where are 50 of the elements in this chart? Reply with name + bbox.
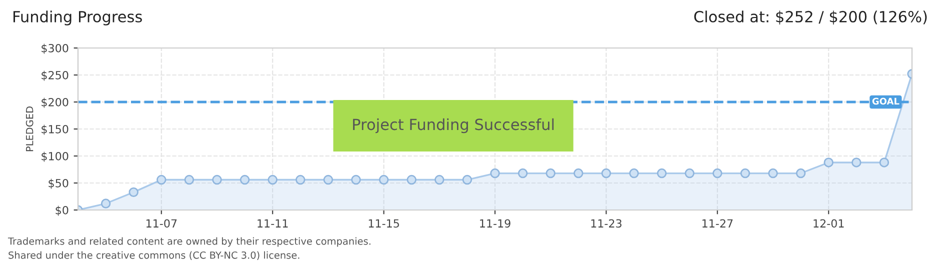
- point: [546, 168, 556, 178]
- text: Trademarks and related content are owned by their respective companies.: [8, 237, 370, 247]
- y-tick-label: $50: [48, 178, 68, 189]
- point: [656, 168, 667, 178]
- chart-title: Funding Progress: [14, 10, 142, 26]
- point: [796, 168, 806, 178]
- annotation: Project Funding Successful: [353, 118, 554, 134]
- point: [712, 168, 722, 178]
- x-tick-label: 11-19: [480, 219, 510, 228]
- point: [128, 187, 138, 198]
- point: [490, 168, 500, 178]
- y-tick-label: $250: [42, 70, 68, 81]
- point: [296, 174, 306, 185]
- point: [212, 174, 222, 185]
- point: [100, 198, 111, 208]
- text: Closed at: $252 / $200 (126%): [694, 10, 927, 24]
- point: [434, 174, 444, 185]
- y-tick-label: $100: [42, 152, 68, 162]
- point: [406, 174, 416, 185]
- point: [184, 174, 194, 185]
- point: [601, 168, 612, 178]
- x-tick-label: 11-27: [702, 219, 733, 228]
- point: [323, 174, 334, 185]
- x-tick-label: 12-01: [814, 219, 844, 228]
- point: [740, 168, 750, 178]
- x-tick-label: 11-11: [258, 219, 288, 228]
- point: [824, 158, 834, 168]
- ref-line-label: GOAL: [872, 98, 900, 105]
- y-tick-label: $150: [42, 124, 68, 135]
- y-tick-label: $200: [42, 98, 68, 108]
- point: [462, 174, 472, 185]
- point: [879, 158, 890, 168]
- y-tick-label: $300: [42, 44, 68, 54]
- point: [574, 168, 584, 178]
- point: [240, 174, 250, 185]
- point: [852, 158, 862, 168]
- point: [156, 174, 166, 185]
- point: [518, 168, 528, 178]
- y-axis-title: PLEDGED: [26, 106, 34, 152]
- point: [378, 174, 389, 185]
- point: [268, 174, 278, 185]
- text: Shared under the creative commons (CC BY-NC 3.0) license.: [8, 251, 300, 260]
- x-tick-label: 11-15: [368, 219, 399, 228]
- point: [351, 174, 361, 185]
- point: [768, 168, 778, 178]
- x-tick-label: 11-23: [591, 219, 622, 228]
- y-tick-label: $0: [56, 206, 68, 216]
- point: [684, 168, 694, 178]
- x-tick-label: 11-07: [146, 219, 177, 228]
- point: [629, 168, 639, 178]
